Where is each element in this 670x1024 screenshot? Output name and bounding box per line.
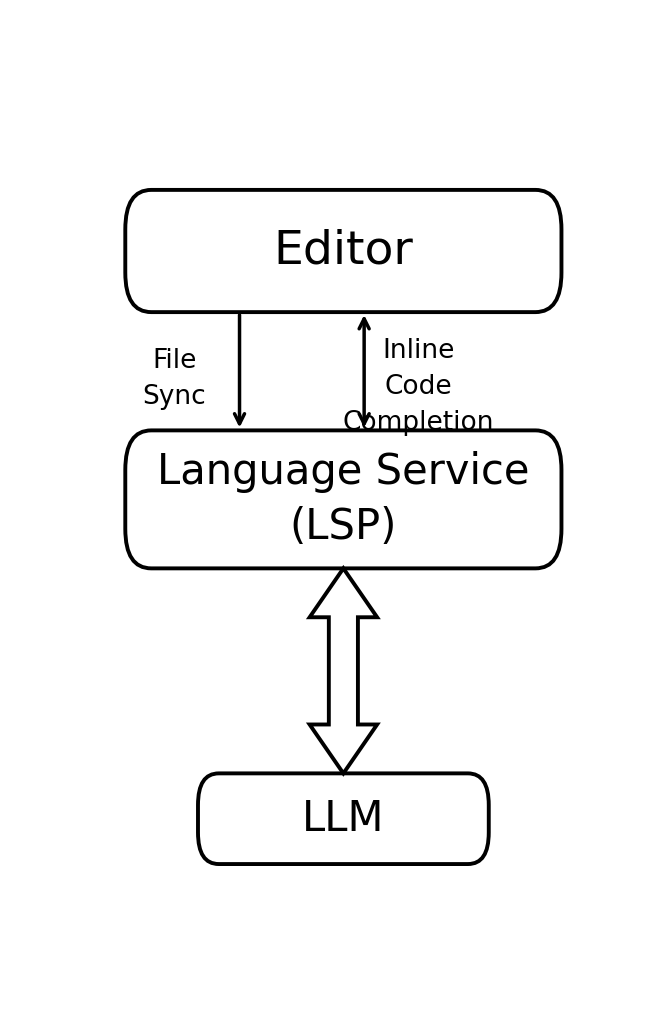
FancyBboxPatch shape [198, 773, 489, 864]
Text: Language Service
(LSP): Language Service (LSP) [157, 451, 529, 548]
Text: Editor: Editor [273, 228, 413, 273]
FancyBboxPatch shape [125, 189, 561, 312]
FancyBboxPatch shape [125, 430, 561, 568]
Text: File
Sync: File Sync [143, 348, 206, 411]
Text: LLM: LLM [302, 798, 385, 840]
Polygon shape [310, 568, 377, 773]
Text: Inline
Code
Completion: Inline Code Completion [343, 338, 494, 436]
